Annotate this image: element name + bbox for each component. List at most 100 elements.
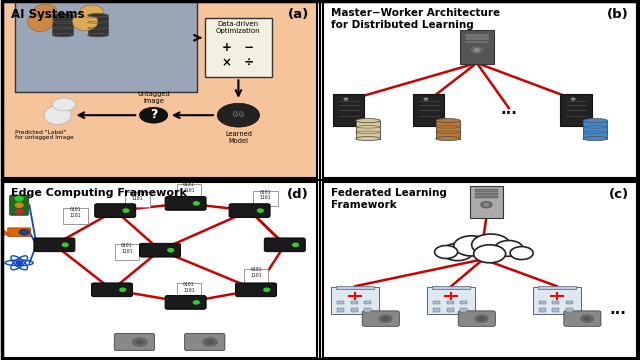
Text: Training Data: Training Data <box>22 0 67 3</box>
Bar <box>323 182 637 358</box>
Text: 0101
1101: 0101 1101 <box>183 182 195 193</box>
Circle shape <box>435 246 458 258</box>
FancyBboxPatch shape <box>52 15 73 35</box>
Circle shape <box>454 236 490 256</box>
Text: Data-driven
Optimization: Data-driven Optimization <box>216 21 260 34</box>
FancyBboxPatch shape <box>428 287 475 314</box>
FancyBboxPatch shape <box>351 309 358 312</box>
FancyBboxPatch shape <box>532 287 581 314</box>
FancyBboxPatch shape <box>583 121 607 139</box>
FancyBboxPatch shape <box>436 121 460 139</box>
FancyBboxPatch shape <box>432 286 470 289</box>
Text: +   −
×   ÷: + − × ÷ <box>222 41 255 69</box>
FancyBboxPatch shape <box>465 40 489 43</box>
Circle shape <box>479 317 484 320</box>
Circle shape <box>193 202 199 205</box>
Circle shape <box>132 338 147 346</box>
Text: ...: ... <box>609 302 626 317</box>
FancyBboxPatch shape <box>244 269 268 284</box>
FancyBboxPatch shape <box>88 15 108 35</box>
Text: 0101
1101: 0101 1101 <box>260 189 271 200</box>
FancyBboxPatch shape <box>475 189 498 192</box>
FancyBboxPatch shape <box>140 243 180 257</box>
Circle shape <box>15 210 23 214</box>
Circle shape <box>16 261 22 265</box>
Circle shape <box>80 5 103 18</box>
Text: (b): (b) <box>607 8 629 21</box>
Ellipse shape <box>356 136 380 141</box>
Bar <box>3 182 317 358</box>
FancyBboxPatch shape <box>460 309 467 312</box>
Bar <box>323 2 637 178</box>
Circle shape <box>136 340 143 344</box>
FancyBboxPatch shape <box>364 301 371 304</box>
Circle shape <box>344 98 348 100</box>
FancyBboxPatch shape <box>34 238 75 252</box>
Circle shape <box>34 4 57 17</box>
FancyBboxPatch shape <box>165 197 206 210</box>
FancyBboxPatch shape <box>336 286 374 289</box>
FancyBboxPatch shape <box>564 311 601 326</box>
FancyBboxPatch shape <box>566 309 573 312</box>
Text: 0101
1101: 0101 1101 <box>132 190 143 201</box>
FancyBboxPatch shape <box>165 296 206 309</box>
Ellipse shape <box>583 118 607 123</box>
FancyBboxPatch shape <box>63 208 88 224</box>
FancyBboxPatch shape <box>433 309 440 312</box>
Circle shape <box>207 340 213 344</box>
Bar <box>15 0 197 92</box>
Ellipse shape <box>52 14 73 17</box>
Circle shape <box>15 197 23 201</box>
Circle shape <box>472 234 510 256</box>
FancyBboxPatch shape <box>95 204 136 217</box>
Circle shape <box>471 47 483 53</box>
FancyBboxPatch shape <box>433 301 440 304</box>
FancyBboxPatch shape <box>184 333 225 351</box>
FancyBboxPatch shape <box>552 301 559 304</box>
Text: (c): (c) <box>609 188 629 201</box>
Ellipse shape <box>436 136 460 141</box>
Text: 0101
1101: 0101 1101 <box>121 243 132 253</box>
FancyBboxPatch shape <box>264 238 305 252</box>
FancyBboxPatch shape <box>92 283 132 297</box>
Circle shape <box>581 315 593 322</box>
Circle shape <box>257 209 263 212</box>
FancyBboxPatch shape <box>458 311 495 326</box>
FancyBboxPatch shape <box>566 301 573 304</box>
FancyBboxPatch shape <box>413 94 445 126</box>
Circle shape <box>442 243 473 261</box>
FancyBboxPatch shape <box>177 283 201 298</box>
FancyBboxPatch shape <box>333 94 365 126</box>
FancyBboxPatch shape <box>465 37 489 40</box>
Circle shape <box>19 229 29 235</box>
FancyBboxPatch shape <box>539 301 546 304</box>
FancyBboxPatch shape <box>125 192 150 207</box>
Circle shape <box>120 288 125 292</box>
FancyBboxPatch shape <box>332 287 380 314</box>
Circle shape <box>52 98 76 111</box>
Circle shape <box>476 315 488 322</box>
Text: Predicted "Label"
for untagged Image: Predicted "Label" for untagged Image <box>15 130 74 140</box>
Circle shape <box>383 317 388 320</box>
Text: (a): (a) <box>288 8 309 21</box>
FancyBboxPatch shape <box>337 301 344 304</box>
Text: Edge Computing Framework: Edge Computing Framework <box>11 188 187 198</box>
FancyBboxPatch shape <box>362 311 399 326</box>
Circle shape <box>495 240 523 256</box>
Text: Master−Worker Architecture
for Distributed Learning: Master−Worker Architecture for Distribut… <box>331 8 500 30</box>
Circle shape <box>292 243 298 246</box>
FancyBboxPatch shape <box>460 301 467 304</box>
Circle shape <box>168 248 173 252</box>
Ellipse shape <box>28 12 53 31</box>
Circle shape <box>380 315 392 322</box>
Circle shape <box>474 245 506 263</box>
Text: Learned
Model: Learned Model <box>225 131 252 144</box>
FancyBboxPatch shape <box>10 195 29 215</box>
Ellipse shape <box>52 33 73 37</box>
Circle shape <box>584 317 590 320</box>
FancyBboxPatch shape <box>253 191 278 206</box>
Circle shape <box>510 247 533 260</box>
FancyBboxPatch shape <box>356 121 380 139</box>
FancyBboxPatch shape <box>475 195 498 198</box>
FancyBboxPatch shape <box>364 309 371 312</box>
